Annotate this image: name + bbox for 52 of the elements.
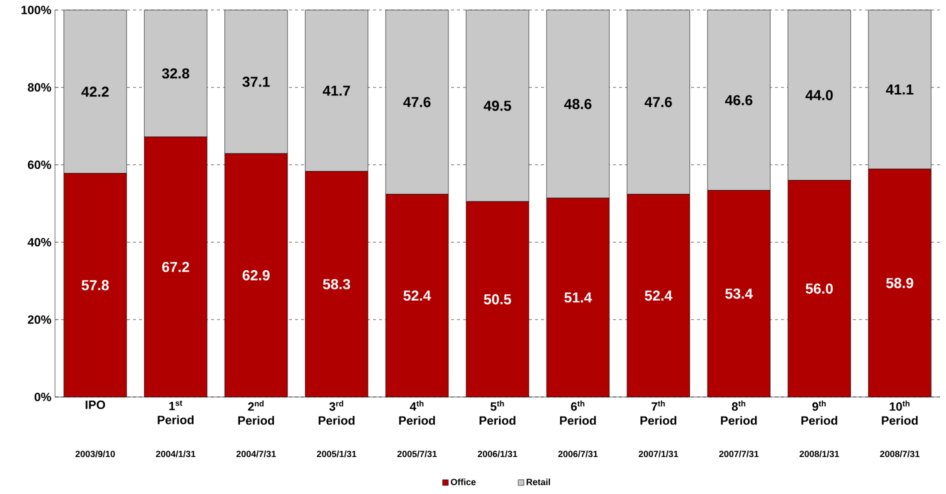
data-label: 58.9 <box>886 278 914 288</box>
text: 2004/1/31 <box>156 450 196 458</box>
data-label: 37.1 <box>242 76 270 87</box>
text: 2008/1/31 <box>800 450 840 458</box>
x-tick-label: 7$^{th}$ Period <box>640 400 676 425</box>
data-label: 57.8 <box>82 280 109 290</box>
y-tick-label: 40% <box>28 238 52 246</box>
text: 2008/7/31 <box>880 450 920 458</box>
text: 2006/1/31 <box>478 450 518 458</box>
x-tick-label: 10$^{th}$ Period <box>882 400 918 425</box>
data-label: 41.7 <box>322 86 350 96</box>
x-tick-label: 2$^{nd}$ Period <box>238 400 274 425</box>
x-tick-label: 5$^{th}$ Period <box>480 400 516 425</box>
legend-label: Retail <box>526 478 550 486</box>
data-label: 52.4 <box>644 290 672 301</box>
text: 2007/7/31 <box>719 450 759 458</box>
x-tick-label: 4$^{th}$ Period <box>399 400 435 425</box>
data-label: 50.5 <box>484 294 512 304</box>
y-tick-label: 80% <box>28 83 52 92</box>
text: 2005/7/31 <box>397 450 437 458</box>
x-tick-label: 8$^{th}$ Period <box>720 400 757 425</box>
data-label: 56.0 <box>806 284 833 294</box>
data-label: 67.2 <box>162 262 190 272</box>
x-tick-label: 9$^{th}$ Period <box>801 400 838 425</box>
text: 2003/9/10 <box>76 450 115 458</box>
data-label: 48.6 <box>564 98 592 110</box>
data-label: 47.6 <box>403 97 431 108</box>
x-tick-label: 1$^{st}$ Period <box>158 400 194 424</box>
data-label: 52.4 <box>403 290 431 301</box>
data-label: 49.5 <box>484 100 512 111</box>
data-label: 47.6 <box>644 97 672 108</box>
data-label: 41.1 <box>886 84 914 94</box>
data-label: 53.4 <box>725 288 753 299</box>
data-label: 44.0 <box>806 90 833 100</box>
data-label: 42.2 <box>81 86 109 97</box>
text: 2004/7/31 <box>236 450 276 458</box>
data-label: 46.6 <box>725 95 752 106</box>
legend-label: Office <box>450 478 476 486</box>
data-label: 51.4 <box>564 292 592 303</box>
text: 2007/1/31 <box>638 450 678 458</box>
y-tick-label: 100% <box>22 6 52 14</box>
y-tick-label: 20% <box>28 315 52 324</box>
text: 2005/1/31 <box>316 450 356 458</box>
y-tick-label: 0% <box>34 392 52 402</box>
y-tick-label: 60% <box>28 160 52 170</box>
data-label: 62.9 <box>242 270 270 280</box>
x-tick-label: IPO <box>86 400 106 410</box>
data-label: 32.8 <box>162 68 190 79</box>
x-tick-label: 3$^{rd}$ Period <box>318 400 354 425</box>
x-tick-label: 6$^{th}$ Period <box>560 400 596 425</box>
data-label: 58.3 <box>323 279 350 290</box>
text: 2006/7/31 <box>558 450 598 458</box>
